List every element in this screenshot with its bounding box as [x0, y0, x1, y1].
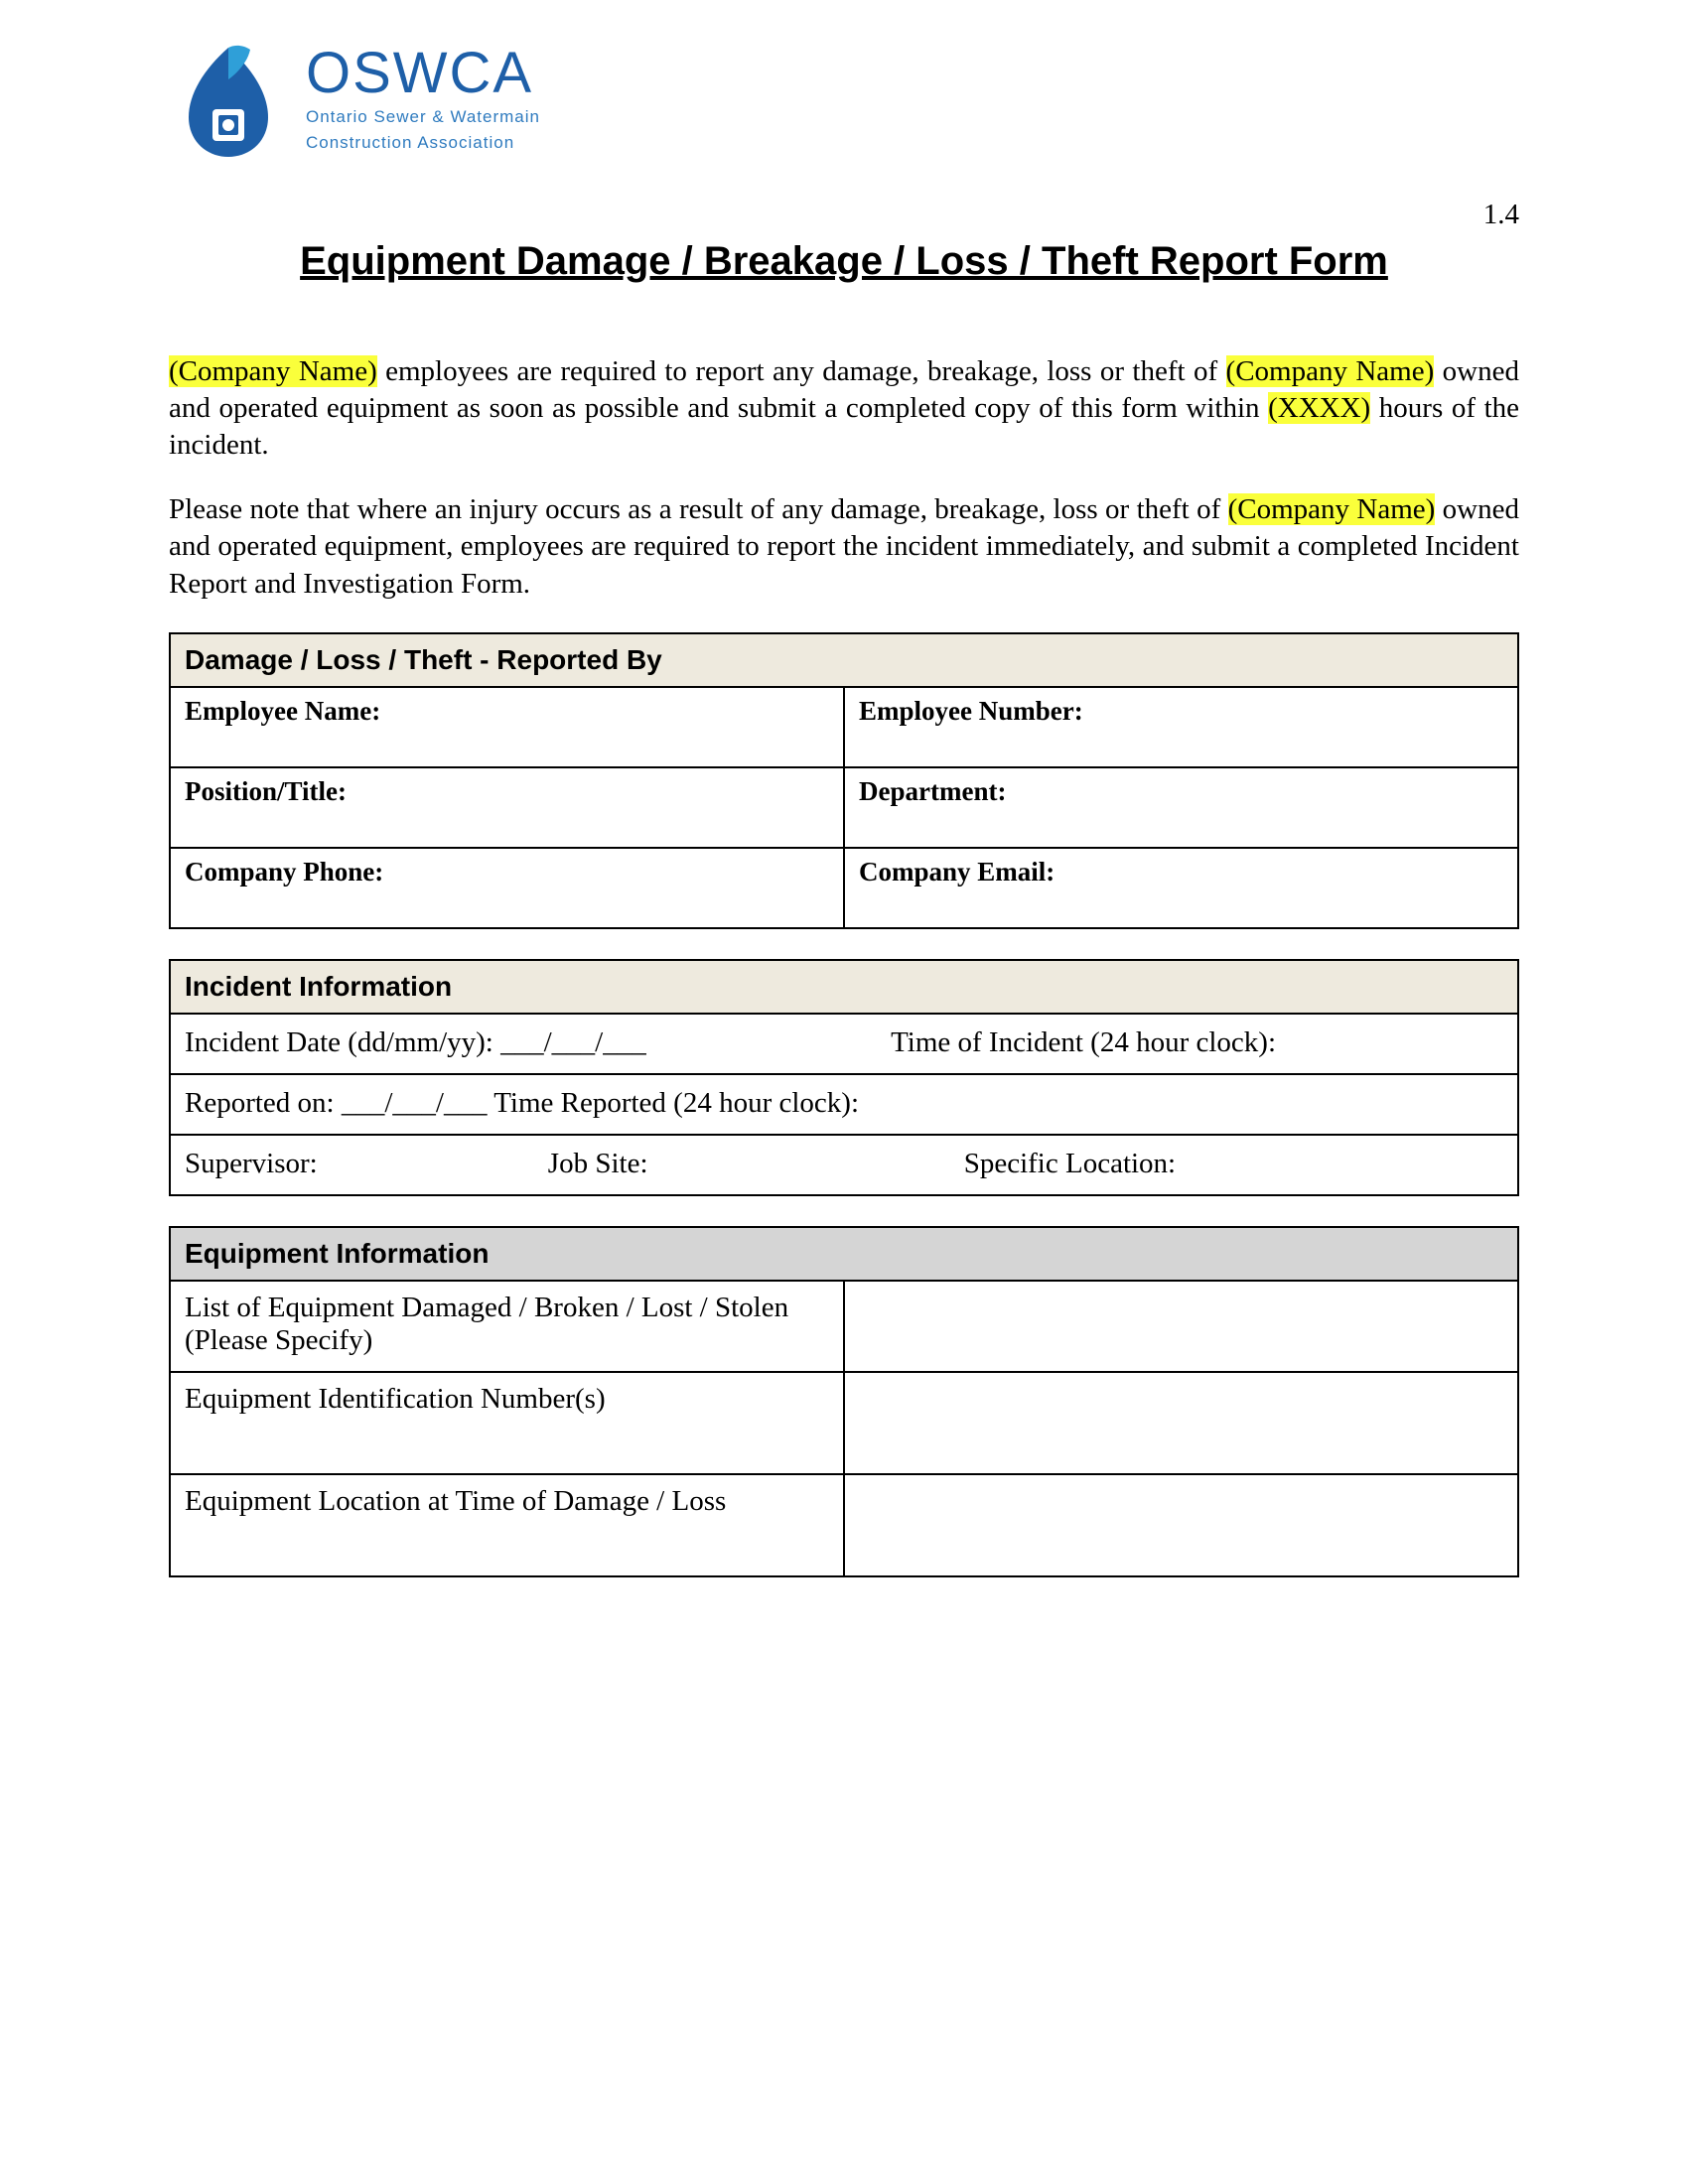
- field-company-phone[interactable]: Company Phone:: [170, 848, 844, 928]
- field-employee-number[interactable]: Employee Number:: [844, 687, 1518, 767]
- page-number: 1.4: [169, 199, 1519, 231]
- logo-subtitle-1: Ontario Sewer & Watermain: [306, 106, 540, 128]
- incident-date-label: Incident Date (dd/mm/yy): ___/___/___: [185, 1026, 884, 1059]
- logo-icon: [169, 40, 288, 159]
- company-placeholder: (Company Name): [1228, 493, 1436, 525]
- field-equipment-location-input[interactable]: [844, 1474, 1518, 1576]
- field-company-email[interactable]: Company Email:: [844, 848, 1518, 928]
- logo-subtitle-2: Construction Association: [306, 132, 540, 154]
- intro-text: Please note that where an injury occurs …: [169, 493, 1228, 525]
- company-placeholder: (Company Name): [1226, 355, 1435, 387]
- logo-text: OSWCA Ontario Sewer & Watermain Construc…: [306, 45, 540, 154]
- field-reported-on[interactable]: Reported on: ___/___/___ Time Reported (…: [170, 1074, 1518, 1135]
- intro-text: employees are required to report any dam…: [377, 355, 1226, 387]
- logo-acronym: OSWCA: [306, 45, 540, 102]
- incident-time-label: Time of Incident (24 hour clock):: [891, 1026, 1276, 1059]
- equipment-info-table: Equipment Information List of Equipment …: [169, 1226, 1519, 1577]
- incident-info-table: Incident Information Incident Date (dd/m…: [169, 959, 1519, 1196]
- hours-placeholder: (XXXX): [1268, 392, 1370, 424]
- logo-block: OSWCA Ontario Sewer & Watermain Construc…: [169, 40, 1519, 159]
- job-site-label: Job Site:: [548, 1148, 957, 1180]
- section-header: Equipment Information: [170, 1227, 1518, 1281]
- supervisor-label: Supervisor:: [185, 1148, 541, 1180]
- section-header: Incident Information: [170, 960, 1518, 1014]
- specific-location-label: Specific Location:: [964, 1148, 1176, 1180]
- field-supervisor-site-location[interactable]: Supervisor: Job Site: Specific Location:: [170, 1135, 1518, 1195]
- intro-paragraph-1: (Company Name) employees are required to…: [169, 353, 1519, 464]
- section-header: Damage / Loss / Theft - Reported By: [170, 633, 1518, 687]
- field-position-title[interactable]: Position/Title:: [170, 767, 844, 848]
- field-equipment-location-label: Equipment Location at Time of Damage / L…: [170, 1474, 844, 1576]
- field-equipment-id-input[interactable]: [844, 1372, 1518, 1474]
- field-equipment-list-input[interactable]: [844, 1281, 1518, 1372]
- field-employee-name[interactable]: Employee Name:: [170, 687, 844, 767]
- field-department[interactable]: Department:: [844, 767, 1518, 848]
- company-placeholder: (Company Name): [169, 355, 377, 387]
- intro-paragraph-2: Please note that where an injury occurs …: [169, 491, 1519, 602]
- field-incident-date-time[interactable]: Incident Date (dd/mm/yy): ___/___/___ Ti…: [170, 1014, 1518, 1074]
- form-title: Equipment Damage / Breakage / Loss / The…: [169, 239, 1519, 284]
- reported-by-table: Damage / Loss / Theft - Reported By Empl…: [169, 632, 1519, 929]
- field-equipment-list-label: List of Equipment Damaged / Broken / Los…: [170, 1281, 844, 1372]
- field-equipment-id-label: Equipment Identification Number(s): [170, 1372, 844, 1474]
